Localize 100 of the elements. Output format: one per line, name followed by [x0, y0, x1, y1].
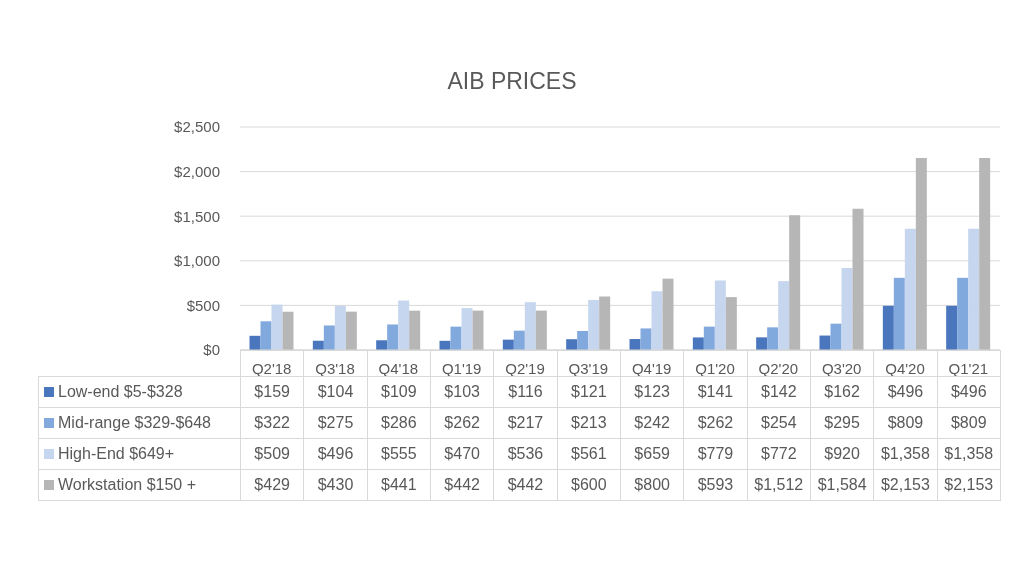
data-label: $429: [240, 469, 304, 501]
bar: [904, 228, 916, 350]
data-label: $1,358: [873, 438, 938, 470]
bar: [588, 299, 600, 350]
y-tick-label: $2,000: [174, 162, 220, 180]
data-label: $116: [493, 376, 558, 408]
bar: [692, 337, 704, 350]
bar: [725, 297, 737, 350]
data-label: $141: [683, 376, 748, 408]
bar: [629, 339, 641, 350]
data-label: $286: [367, 407, 431, 439]
data-label: $800: [620, 469, 684, 501]
y-tick-label: $500: [186, 296, 220, 314]
data-label: $561: [557, 438, 621, 470]
bar: [249, 335, 261, 350]
data-label: $442: [430, 469, 494, 501]
bar: [282, 311, 294, 350]
bar: [345, 311, 357, 350]
bar: [767, 327, 779, 350]
x-tick-label: Q2'18: [251, 360, 292, 377]
bar: [323, 325, 335, 350]
bar: [472, 310, 484, 350]
bar: [968, 228, 980, 350]
bar: [260, 321, 272, 350]
data-label: $142: [747, 376, 811, 408]
x-tick-label: Q4'19: [631, 360, 672, 377]
data-label: $809: [937, 407, 1001, 439]
data-label: $442: [493, 469, 558, 501]
bar: [789, 215, 801, 350]
data-label: $162: [810, 376, 874, 408]
data-label: $295: [810, 407, 874, 439]
data-label: $809: [873, 407, 938, 439]
bar: [376, 340, 388, 350]
x-tick-label: Q4'20: [885, 360, 925, 377]
bar: [599, 296, 611, 350]
x-tick-label: Q3'18: [315, 360, 355, 377]
bar: [271, 304, 283, 350]
bar: [334, 305, 346, 350]
bar: [830, 323, 842, 350]
data-label: $496: [303, 438, 368, 470]
y-tick-label: $0: [203, 341, 220, 359]
data-label: $242: [620, 407, 684, 439]
y-tick-label: $1,500: [174, 207, 220, 225]
data-label: $593: [683, 469, 748, 501]
x-tick-label: Q4'18: [378, 360, 419, 377]
data-label: $920: [810, 438, 874, 470]
data-label: $430: [303, 469, 368, 501]
data-label: $509: [240, 438, 304, 470]
data-label: $275: [303, 407, 368, 439]
x-tick-label: Q1'20: [695, 360, 735, 377]
data-label: $103: [430, 376, 494, 408]
bar: [513, 330, 525, 350]
legend-label: High-End $649+: [58, 445, 175, 463]
bar: [979, 157, 991, 350]
bar: [651, 291, 663, 350]
bar: [819, 335, 831, 350]
data-label: $496: [873, 376, 938, 408]
y-tick-label: $1,000: [174, 252, 220, 270]
data-label: $659: [620, 438, 684, 470]
data-label: $254: [747, 407, 811, 439]
x-tick-label: Q1'19: [441, 360, 482, 377]
data-label: $2,153: [873, 469, 938, 501]
x-tick-label: Q3'20: [821, 360, 862, 377]
data-label: $109: [367, 376, 431, 408]
data-label: $779: [683, 438, 748, 470]
bar: [409, 310, 421, 350]
data-label: $496: [937, 376, 1001, 408]
data-label: $1,584: [810, 469, 874, 501]
bar: [662, 278, 674, 350]
legend-label: Low-end $5-$328: [58, 383, 183, 401]
data-label: $322: [240, 407, 304, 439]
x-tick-label: Q2'19: [505, 360, 545, 377]
data-label: $159: [240, 376, 304, 408]
x-tick-label: Q1'21: [948, 360, 989, 377]
bar: [778, 281, 790, 350]
x-tick-label: Q3'19: [568, 360, 609, 377]
data-label: $213: [557, 407, 621, 439]
bar: [398, 300, 410, 350]
bar: [714, 280, 726, 350]
bar: [535, 310, 547, 350]
data-label: $536: [493, 438, 558, 470]
data-label: $772: [747, 438, 811, 470]
bar: [756, 337, 768, 350]
data-label: $1,512: [747, 469, 811, 501]
data-label: $555: [367, 438, 431, 470]
bar: [640, 328, 652, 350]
bar: [852, 208, 864, 350]
bar: [841, 267, 853, 350]
legend-label: Workstation $150 +: [58, 476, 197, 494]
bar: [915, 157, 927, 350]
data-label: $441: [367, 469, 431, 501]
data-label: $1,358: [937, 438, 1001, 470]
chart-title: AIB PRICES: [446, 68, 578, 95]
bar: [957, 277, 969, 350]
data-label: $600: [557, 469, 621, 501]
bar: [524, 302, 536, 350]
bar: [577, 331, 589, 350]
bar: [946, 305, 958, 350]
bar: [703, 326, 715, 350]
data-label: $123: [620, 376, 684, 408]
